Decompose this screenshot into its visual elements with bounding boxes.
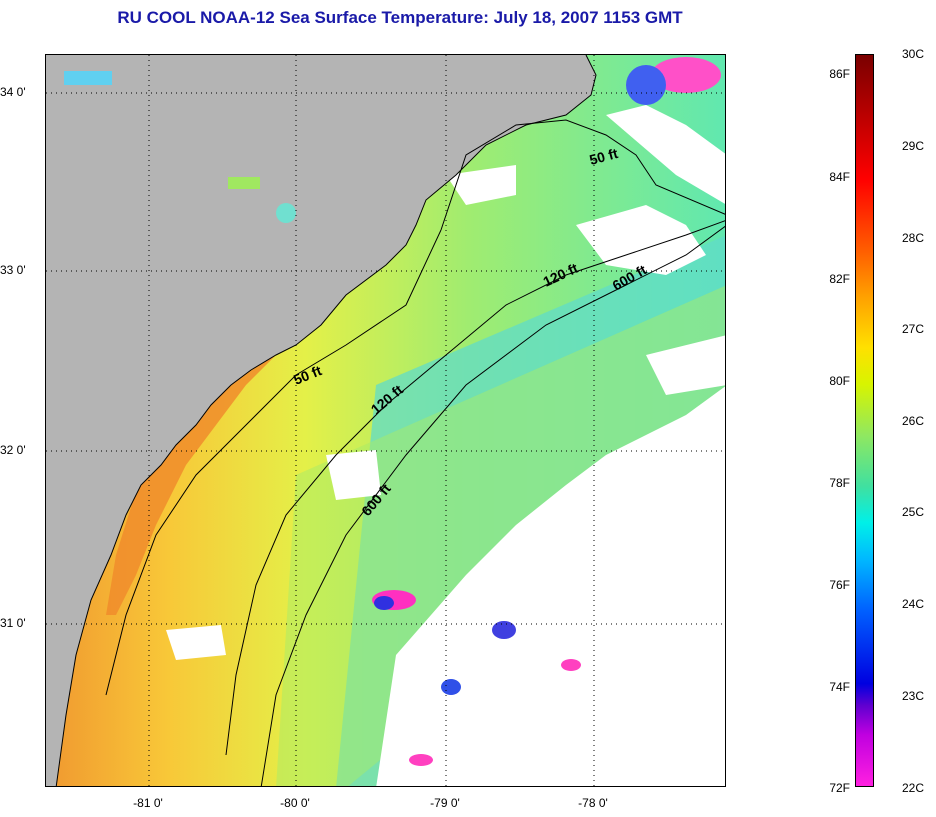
celsius-tick: 26C [902, 414, 925, 428]
celsius-tick: 29C [902, 139, 925, 153]
cold-patch [374, 596, 394, 610]
celsius-tick: 27C [902, 322, 925, 336]
isobath-50ft [440, 119, 725, 231]
latitude-label: 32 0' [0, 443, 26, 457]
celsius-tick: 28C [902, 231, 925, 245]
isobath-600ft [260, 225, 725, 786]
coastline [55, 55, 597, 786]
temperature-colorbar [855, 54, 874, 787]
isobath-50ft [105, 229, 442, 696]
gulfstream-green-band [276, 285, 725, 786]
land-mass [46, 55, 596, 786]
fahrenheit-tick: 86F [829, 67, 850, 81]
cloud-mask-patch [446, 165, 516, 205]
cold-patch [441, 679, 461, 695]
cold-patch [561, 659, 581, 671]
chart-title: RU COOL NOAA-12 Sea Surface Temperature:… [117, 8, 683, 27]
fahrenheit-tick: 76F [829, 578, 850, 592]
isobath-label-50ft: 50 ft [588, 145, 620, 168]
fahrenheit-tick: 74F [829, 680, 850, 694]
celsius-tick: 23C [902, 689, 925, 703]
data-fragment [276, 203, 296, 223]
longitude-label: -81 0' [133, 796, 163, 810]
cloud-mask-patch [326, 450, 381, 500]
fahrenheit-tick: 78F [829, 476, 850, 490]
cloud-mask-patch [606, 105, 725, 204]
latitude-label: 34 0' [0, 85, 26, 99]
fahrenheit-tick: 82F [829, 272, 850, 286]
graticule [46, 55, 725, 786]
celsius-tick: 25C [902, 505, 925, 519]
latitude-label: 33 0' [0, 263, 26, 277]
longitude-label: -80 0' [280, 796, 310, 810]
latitude-label: 31 0' [0, 616, 26, 630]
celsius-tick: 24C [902, 597, 925, 611]
longitude-label: -78 0' [578, 796, 608, 810]
cold-patch [626, 65, 666, 105]
data-fragment [228, 177, 260, 189]
data-fragment [64, 71, 112, 85]
celsius-tick: 30C [902, 47, 925, 61]
cloud-mask-offshore [376, 386, 725, 786]
cloud-mask-patch [576, 205, 706, 275]
cloud-mask-patch [166, 625, 226, 660]
cold-patch [492, 621, 516, 639]
cloud-mask-patch [646, 335, 725, 395]
fahrenheit-tick: 84F [829, 170, 850, 184]
cold-patch [409, 754, 433, 766]
sst-map[interactable]: 50 ft 50 ft 120 ft 120 ft 600 ft 600 ft [45, 54, 726, 787]
longitude-label: -79 0' [430, 796, 460, 810]
cold-patch [651, 57, 721, 93]
fahrenheit-tick: 72F [829, 781, 850, 795]
fahrenheit-tick: 80F [829, 374, 850, 388]
celsius-tick: 22C [902, 781, 925, 795]
isobath-120ft [225, 220, 725, 756]
